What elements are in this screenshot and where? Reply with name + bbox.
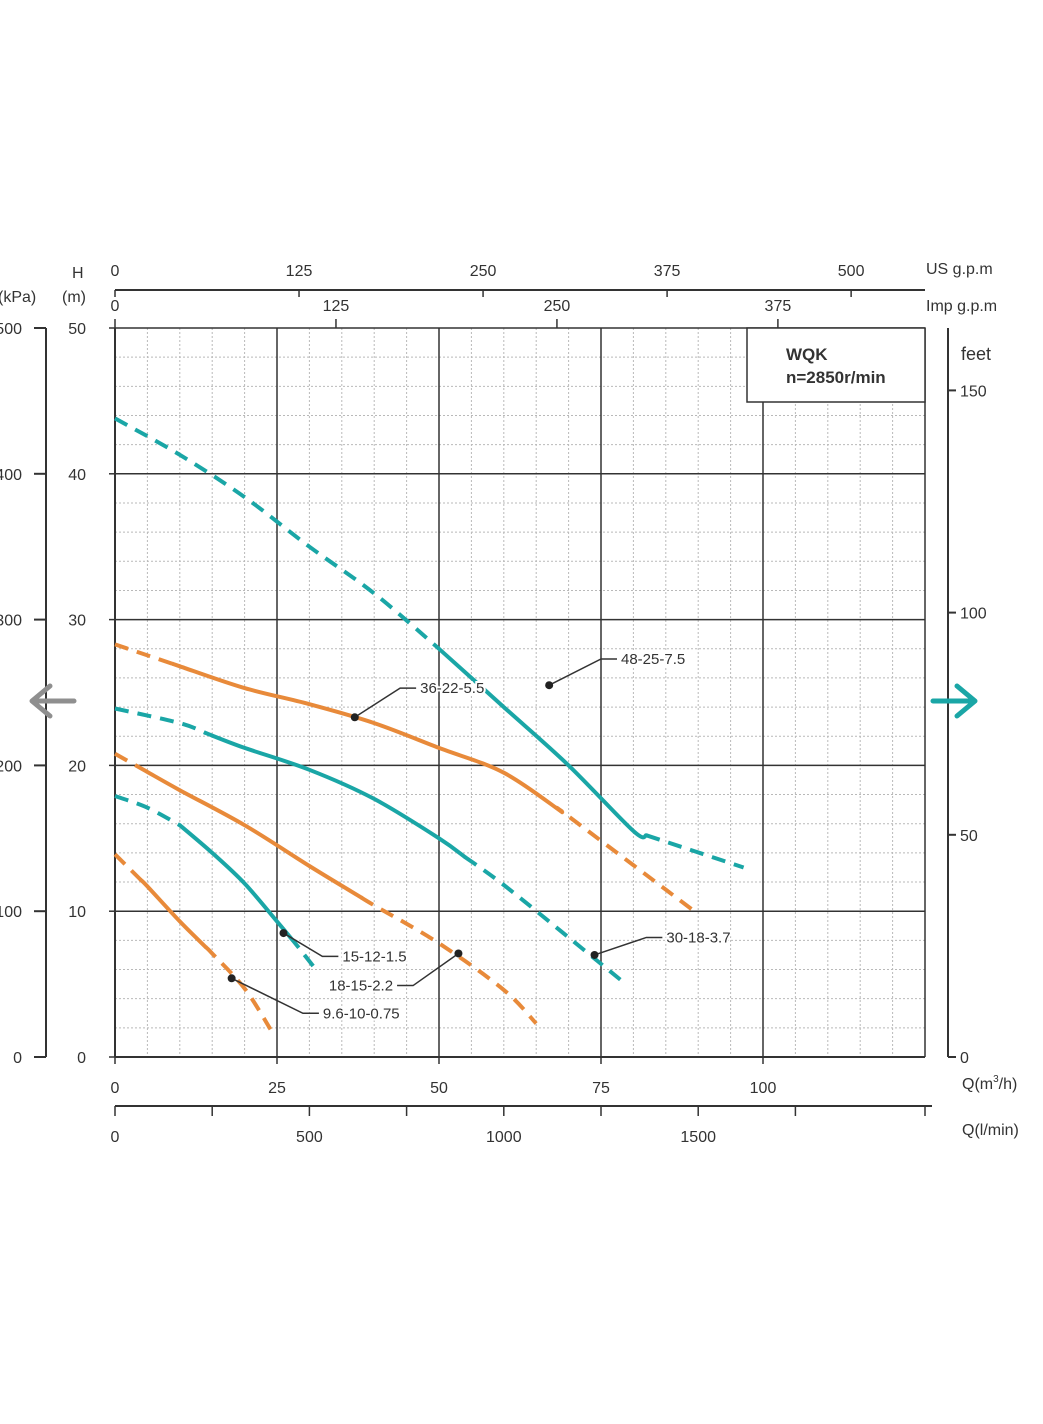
pressure-tick-label: 100 <box>0 904 22 921</box>
pressure-axis-unit: (kPa) <box>0 289 36 306</box>
arrow-right-icon[interactable] <box>929 679 981 723</box>
pressure-tick-label: 400 <box>0 467 22 484</box>
lmin-tick-label: 0 <box>111 1129 120 1146</box>
lmin-tick-label: 1000 <box>486 1129 522 1146</box>
curve-30-18-3_7-dashed-start <box>114 706 207 735</box>
lmin-tick-label: 1500 <box>680 1129 716 1146</box>
curve-marker-point <box>454 949 463 958</box>
pressure-tick-label: 0 <box>13 1050 22 1067</box>
model-title: WQK <box>786 345 828 364</box>
feet-tick-label: 150 <box>960 383 987 400</box>
curve-marker-point <box>227 974 236 983</box>
pressure-tick-label: 300 <box>0 613 22 630</box>
flow-lmin-axis-label: Q(l/min) <box>962 1122 1019 1139</box>
minor-gridlines <box>115 328 925 1057</box>
pressure-tick-label: 500 <box>0 321 22 338</box>
lmin-tick-label: 500 <box>296 1129 323 1146</box>
major-gridlines <box>115 327 925 1057</box>
feet-axis-label: feet <box>961 344 991 364</box>
curve-label: 48-25-7.5 <box>621 651 685 668</box>
curve-15-12-1_5-dashed-start <box>114 794 181 827</box>
us-gpm-axis: 0 125 250 375 500 <box>111 263 865 297</box>
us-gpm-tick-label: 250 <box>470 263 497 280</box>
arrow-left-icon[interactable] <box>26 679 78 723</box>
curve-36-22-5_5-dashed-start <box>114 642 174 666</box>
imp-gpm-tick-label: 0 <box>111 298 120 315</box>
curve-labels: 48-25-7.5 36-22-5.5 30-18-3.7 18-15-2.2 15-1… <box>227 649 733 1024</box>
flow-tick-label: 0 <box>111 1080 120 1097</box>
flow-lmin-axis: 0 500 1000 1500 <box>111 1106 926 1146</box>
curve-marker-point <box>590 950 599 959</box>
head-feet-axis: 0 50 100 150 <box>948 383 987 1067</box>
head-tick-label: 0 <box>77 1050 86 1067</box>
curve-label: 30-18-3.7 <box>666 929 730 946</box>
imp-gpm-tick-label: 250 <box>544 298 571 315</box>
curve-label-leader <box>594 936 663 956</box>
curve-30-18-3_7-solid <box>203 731 467 859</box>
curve-label: 36-22-5.5 <box>420 680 484 697</box>
curve-15-12-1_5-solid <box>177 823 292 939</box>
pump-curves <box>113 416 745 1031</box>
us-gpm-tick-label: 0 <box>111 263 120 280</box>
us-gpm-axis-label: US g.p.m <box>926 261 993 278</box>
head-tick-label: 40 <box>68 467 86 484</box>
flow-tick-label: 75 <box>592 1080 610 1097</box>
curve-48-25-7_5-dashed-end <box>645 833 745 870</box>
curve-15-12-1_5-dashed-end <box>288 935 318 971</box>
imp-gpm-axis: 0 125 250 375 <box>111 298 792 328</box>
flow-m3h-axis: 0 25 50 75 100 <box>111 1057 777 1097</box>
curve-marker-point <box>350 713 359 722</box>
curve-9_6-10-0_75-dashed-start <box>113 852 143 882</box>
head-axis-symbol: H <box>72 265 84 282</box>
flow-tick-label: 50 <box>430 1080 448 1097</box>
curve-18-15-2_2-solid <box>145 770 364 900</box>
curve-label-leader <box>397 952 459 987</box>
us-gpm-tick-label: 125 <box>286 263 313 280</box>
pressure-kpa-axis: 0 100 200 300 400 500 <box>0 321 46 1067</box>
curve-48-25-7_5-dashed-start <box>114 416 441 651</box>
head-tick-label: 20 <box>68 758 86 775</box>
curve-label: 15-12-1.5 <box>342 948 406 965</box>
imp-gpm-tick-label: 375 <box>765 298 792 315</box>
model-info-box <box>746 327 926 403</box>
curve-marker-point <box>279 929 288 938</box>
flow-tick-label: 25 <box>268 1080 286 1097</box>
curve-marker-point <box>545 681 554 690</box>
feet-tick-label: 0 <box>960 1050 969 1067</box>
us-gpm-tick-label: 500 <box>838 263 865 280</box>
flow-m3h-axis-label: Q(m3/h) <box>962 1074 1017 1093</box>
curve-label-leader <box>283 932 339 958</box>
curve-label: 18-15-2.2 <box>329 978 393 995</box>
curve-label-leader <box>354 687 417 718</box>
feet-tick-label: 50 <box>960 828 978 845</box>
pressure-tick-label: 200 <box>0 758 22 775</box>
curve-label-leader <box>548 658 617 686</box>
head-tick-label: 50 <box>68 321 86 338</box>
curve-label-leader <box>231 977 319 1015</box>
curve-18-15-2_2-dashed-end <box>360 895 538 1025</box>
curve-9_6-10-0_75-solid <box>138 878 208 950</box>
curve-9_6-10-0_75-dashed-end <box>204 945 273 1031</box>
head-m-axis: 0 10 20 30 40 50 <box>68 321 115 1067</box>
curve-48-25-7_5-solid <box>437 646 649 840</box>
curve-30-18-3_7-dashed-end <box>463 855 622 982</box>
us-gpm-tick-label: 375 <box>654 263 681 280</box>
feet-tick-label: 100 <box>960 606 987 623</box>
curve-18-15-2_2-dashed-start <box>114 751 149 774</box>
head-axis-unit: (m) <box>62 289 86 306</box>
flow-tick-label: 100 <box>750 1080 777 1097</box>
model-speed: n=2850r/min <box>786 368 886 387</box>
imp-gpm-axis-label: Imp g.p.m <box>926 298 997 315</box>
head-tick-label: 10 <box>68 904 86 921</box>
curve-36-22-5_5-solid <box>170 661 565 815</box>
imp-gpm-tick-label: 125 <box>323 298 350 315</box>
curve-36-22-5_5-dashed-end <box>554 805 700 916</box>
head-tick-label: 30 <box>68 613 86 630</box>
curve-label: 9.6-10-0.75 <box>323 1005 400 1022</box>
